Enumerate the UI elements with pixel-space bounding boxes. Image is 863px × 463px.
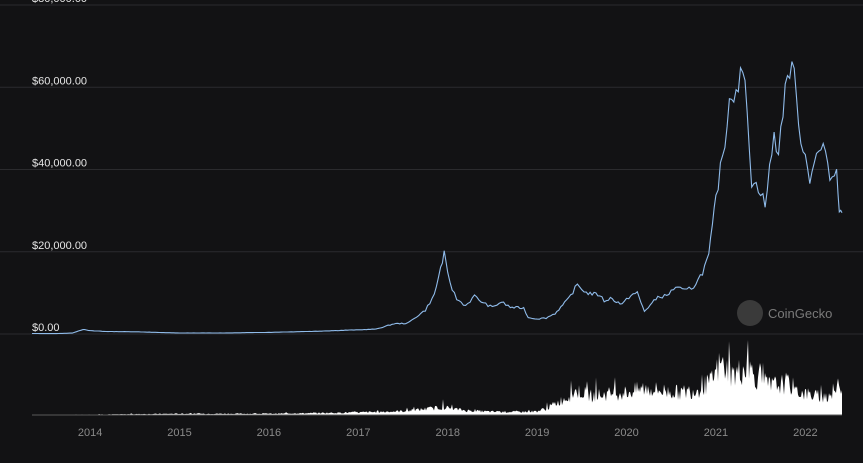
- volume-area: [32, 340, 842, 415]
- x-tick-label: 2021: [704, 427, 728, 439]
- x-tick-label: 2017: [346, 427, 370, 439]
- x-tick-label: 2020: [614, 427, 638, 439]
- x-tick-label: 2016: [257, 427, 281, 439]
- y-tick-label: $60,000.00: [32, 75, 87, 87]
- x-axis-ticks: 2014 2015 2016 2017 2018 2019 2020 2021 2022: [78, 427, 818, 439]
- y-tick-label: $20,000.00: [32, 240, 87, 252]
- y-tick-label: $0.00: [32, 322, 60, 334]
- volume-series: [32, 340, 842, 415]
- coingecko-logo-icon: [737, 300, 763, 326]
- x-tick-label: 2022: [793, 427, 817, 439]
- x-tick-label: 2018: [435, 427, 459, 439]
- x-tick-label: 2019: [525, 427, 549, 439]
- x-tick-label: 2014: [78, 427, 102, 439]
- y-gridlines: [0, 4, 863, 335]
- y-tick-label: $40,000.00: [32, 158, 87, 170]
- y-axis-ticks: $0.00 $20,000.00 $40,000.00 $60,000.00 $80,0…: [32, 0, 87, 334]
- x-tick-label: 2015: [167, 427, 191, 439]
- coingecko-watermark: CoinGecko: [737, 300, 832, 326]
- price-line: [32, 61, 843, 335]
- y-tick-label: $80,000.00: [32, 0, 87, 5]
- watermark-text: CoinGecko: [768, 306, 832, 321]
